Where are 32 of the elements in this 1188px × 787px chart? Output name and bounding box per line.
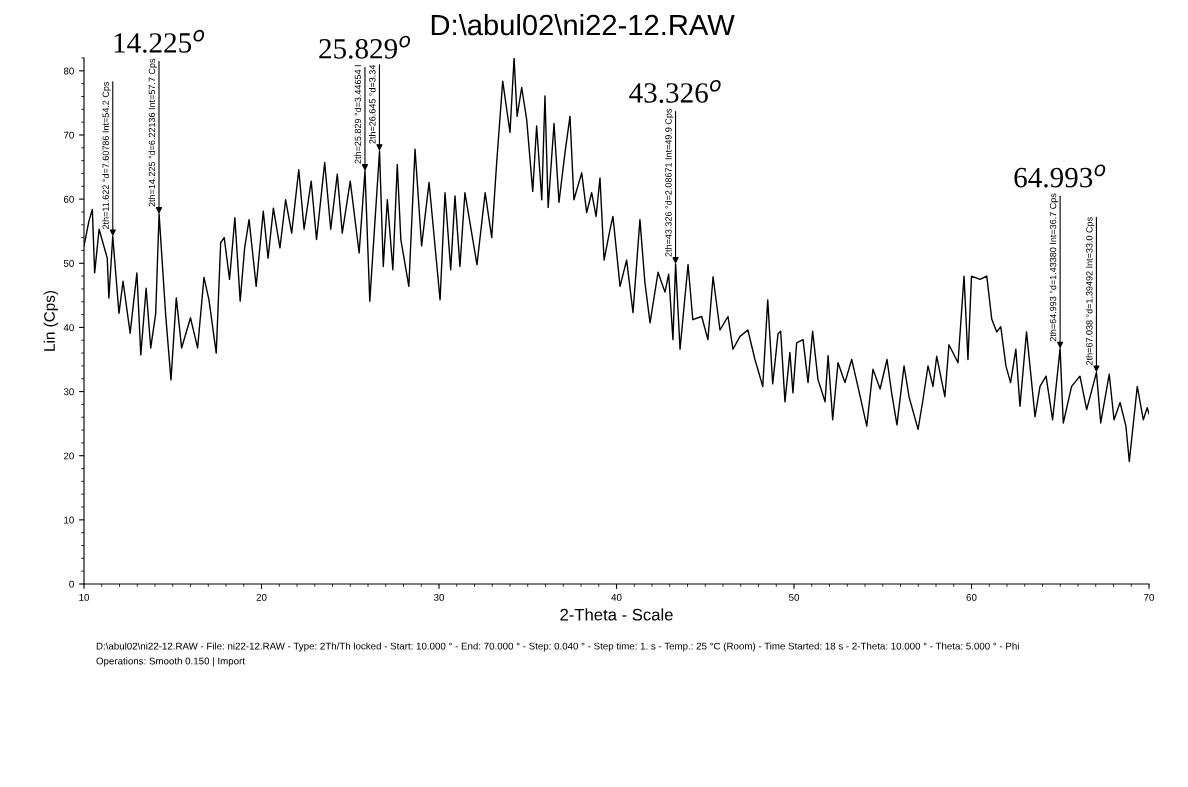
x-tick-label: 40 <box>611 593 622 601</box>
chart-title: D:\abul02\ni22-12.RAW <box>431 13 735 36</box>
text: D:\abul02\ni22-12.RAW - File: ni22-12.RAW - Type: 2Th/Th locked - Start: 10.000 ° - End: 70.000 ° - Step: 0.040 ° - Step time: 1. s - Temp.: 25 °C (Room) - Time Started: 18 s - 2-Theta: 10.000 ° - Theta: 5.000 ° - Phi <box>96 642 1019 652</box>
annotation: 2th=43.326 °d=2.08671 Int=49.9 Cps <box>665 108 674 257</box>
x-tick-label: 20 <box>256 593 267 601</box>
y-tick-label: 0 <box>69 580 74 588</box>
annotation: 2th=64.993 °d=1.43380 Int=36.7 Cps <box>1049 193 1059 342</box>
x-tick-label: 10 <box>79 593 90 601</box>
x-tick-label: 30 <box>433 593 445 601</box>
x-tick-label: 70 <box>1144 593 1155 601</box>
annotation: 2th=11.622 °d=7.60786 Int=54.2 Cps <box>102 81 111 229</box>
text: Operations: Smooth 0.150 | Import <box>96 657 245 667</box>
y-axis-title: Lin (Cps) <box>43 290 58 351</box>
y-tick-label: 50 <box>63 260 74 267</box>
annotation: 2th=26.645 °d=3.34 <box>368 64 376 144</box>
annotation: 2th=14.225 °d=6.22136 Int=57.7 Cps <box>148 58 157 207</box>
y-tick-label: 60 <box>63 195 74 203</box>
y-tick-label: 10 <box>64 516 74 524</box>
annotation: 2th=67.038 °d=1.39492 Int=33.0 Cps <box>1085 217 1095 365</box>
annotation: 43.326$^{o}$ <box>629 79 721 103</box>
y-tick-label: 80 <box>63 67 74 75</box>
annotation: 2th=25.829 °d=3.44654 I <box>354 65 362 164</box>
x-tick-label: 50 <box>788 593 800 601</box>
y-tick-label: 30 <box>63 388 74 396</box>
annotation: 25.829$^{o}$ <box>319 35 411 59</box>
y-tick-label: 70 <box>63 131 74 139</box>
annotation: 64.993$^{o}$ <box>1014 164 1106 188</box>
y-tick-label: 20 <box>63 452 74 460</box>
x-axis-title: 2-Theta - Scale <box>560 608 673 621</box>
x-tick-label: 60 <box>966 593 977 601</box>
y-tick-label: 40 <box>63 324 74 332</box>
annotation: 14.225$^{o}$ <box>114 29 205 53</box>
